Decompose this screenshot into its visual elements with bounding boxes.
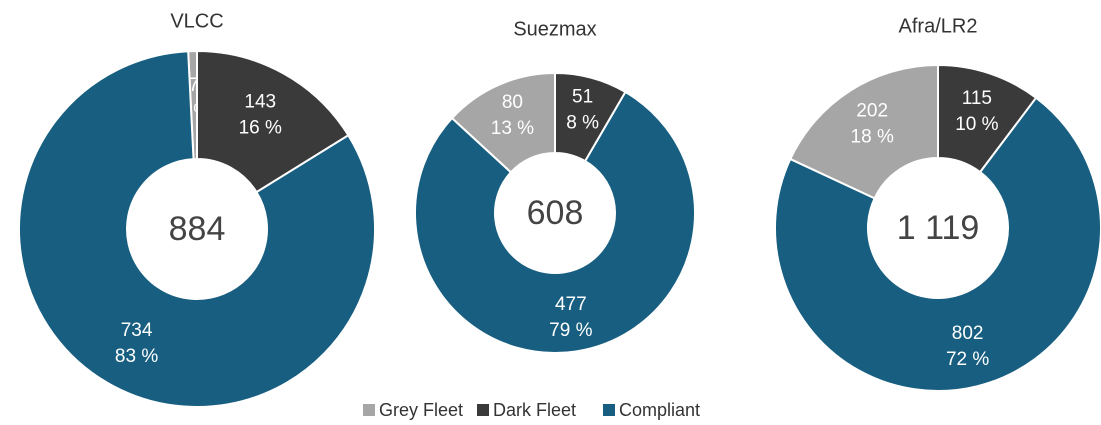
center-total: 608 xyxy=(527,194,584,232)
data-label-percent: 10 % xyxy=(955,114,998,135)
legend-swatch xyxy=(363,404,375,416)
donut-segment xyxy=(18,50,376,408)
legend-swatch xyxy=(603,404,615,416)
data-label-count: 202 xyxy=(856,101,888,122)
data-label-percent: 16 % xyxy=(239,117,282,138)
legend-label: Grey Fleet xyxy=(379,400,463,420)
legend-label: Dark Fleet xyxy=(493,400,576,420)
data-label-percent: 83 % xyxy=(115,346,158,367)
legend: Grey Fleet Dark Fleet Compliant xyxy=(363,400,700,420)
donut-segment xyxy=(788,63,939,200)
legend-swatch xyxy=(477,404,489,416)
data-label-count: 143 xyxy=(244,91,276,112)
donut-chart: Suezmax 80 13 % 51 8 % 477 79 % 608 xyxy=(414,18,696,354)
donut-segment xyxy=(414,90,696,354)
data-label-percent: 13 % xyxy=(491,118,534,139)
data-label-count: 477 xyxy=(555,294,587,315)
data-label-percent: 18 % xyxy=(851,127,894,148)
data-label-count: 51 xyxy=(572,87,593,108)
chart-title: Afra/LR2 xyxy=(899,15,978,37)
chart-title: VLCC xyxy=(170,10,223,32)
center-total: 1 119 xyxy=(897,209,980,247)
data-label-count: 802 xyxy=(952,323,984,344)
center-total: 884 xyxy=(169,210,226,248)
chart-title: Suezmax xyxy=(513,18,596,40)
data-label-count: 115 xyxy=(962,88,992,109)
donut-segment xyxy=(774,96,1101,392)
data-label-count: 80 xyxy=(502,92,523,113)
data-label-count: 7 xyxy=(188,75,199,96)
data-label-percent: 79 % xyxy=(549,320,592,341)
legend-label: Compliant xyxy=(619,400,700,420)
data-label-percent: 72 % xyxy=(946,349,989,370)
donut-chart: Afra/LR2 202 18 % 115 10 % 802 72 % 1 119 xyxy=(774,15,1101,392)
data-label-percent: 8 % xyxy=(566,113,599,134)
donut-segment xyxy=(196,49,350,194)
data-label-count: 734 xyxy=(121,320,153,341)
